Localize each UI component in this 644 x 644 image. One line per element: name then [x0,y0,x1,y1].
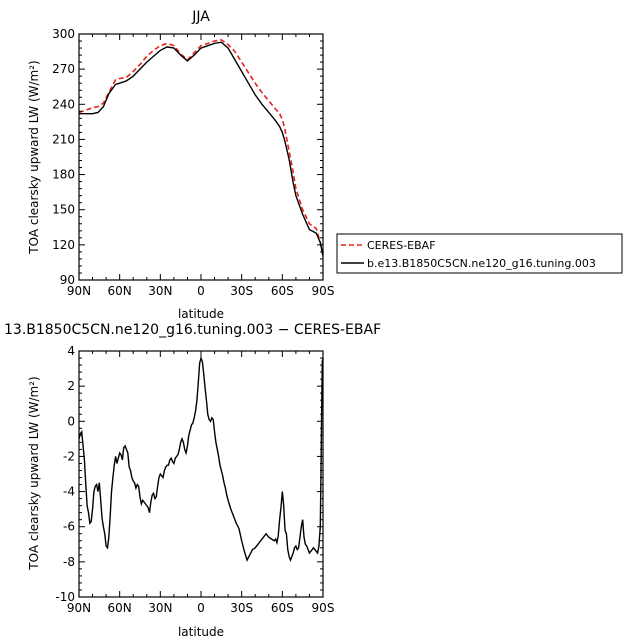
x-tick-label-1: 0 [197,601,205,615]
top-x-axis-label: latitude [178,307,224,321]
top-y-axis-label: TOA clearsky upward LW (W/m²) [27,60,41,254]
bottom-y-axis-label: TOA clearsky upward LW (W/m²) [27,376,41,570]
bottom-x-axis-label: latitude [178,625,224,639]
y-tick-label-0: 90 [60,273,75,287]
y-tick-label-1: -6 [63,520,75,534]
x-tick-label-1: 60N [108,601,132,615]
bottom-panel: 13.B1850C5CN.ne120_g16.tuning.003 − CERE… [4,322,381,639]
x-tick-label-0: 90S [312,284,335,298]
y-tick-label-1: -8 [63,555,75,569]
legend-box [336,233,623,274]
x-tick-label-0: 60S [271,284,294,298]
y-tick-label-0: 210 [52,132,75,146]
x-tick-label-0: 60N [108,284,132,298]
x-tick-label-1: 90N [67,601,91,615]
y-tick-label-1: -2 [63,449,75,463]
series-line-0-0 [78,39,324,254]
x-tick-label-1: 30N [148,601,172,615]
top-chart-title: JJA [191,9,210,25]
y-tick-label-0: 300 [52,27,75,41]
bottom-chart-title: 13.B1850C5CN.ne120_g16.tuning.003 − CERE… [4,322,381,338]
series-line-0-1 [79,41,324,257]
x-tick-label-0: 30N [148,284,172,298]
y-tick-label-1: -4 [63,485,75,499]
x-tick-label-0: 0 [197,284,205,298]
x-tick-label-0: 90N [67,284,91,298]
series-line-1-0 [78,355,324,563]
y-tick-label-1: 4 [67,344,75,358]
y-tick-label-0: 180 [52,168,75,182]
plot-frame-1 [78,350,324,598]
top-panel: JJA TOA clearsky upward LW (W/m²) latitu… [27,9,334,321]
x-tick-label-0: 30S [230,284,253,298]
legend-label-model: b.e13.B1850C5CN.ne120_g16.tuning.003 [367,257,596,270]
y-tick-label-1: 0 [67,414,75,428]
legend: CERES-EBAF b.e13.B1850C5CN.ne120_g16.tun… [336,233,623,274]
legend-label-ceres: CERES-EBAF [367,239,436,252]
y-tick-label-0: 120 [52,238,75,252]
x-tick-label-1: 60S [271,601,294,615]
x-tick-label-1: 90S [312,601,335,615]
y-tick-label-1: 2 [67,379,75,393]
y-tick-label-1: -10 [55,590,75,604]
x-tick-label-1: 30S [230,601,253,615]
y-tick-label-0: 270 [52,62,75,76]
plot-frame-0 [78,33,324,281]
y-tick-label-0: 240 [52,97,75,111]
y-tick-label-0: 150 [52,203,75,217]
